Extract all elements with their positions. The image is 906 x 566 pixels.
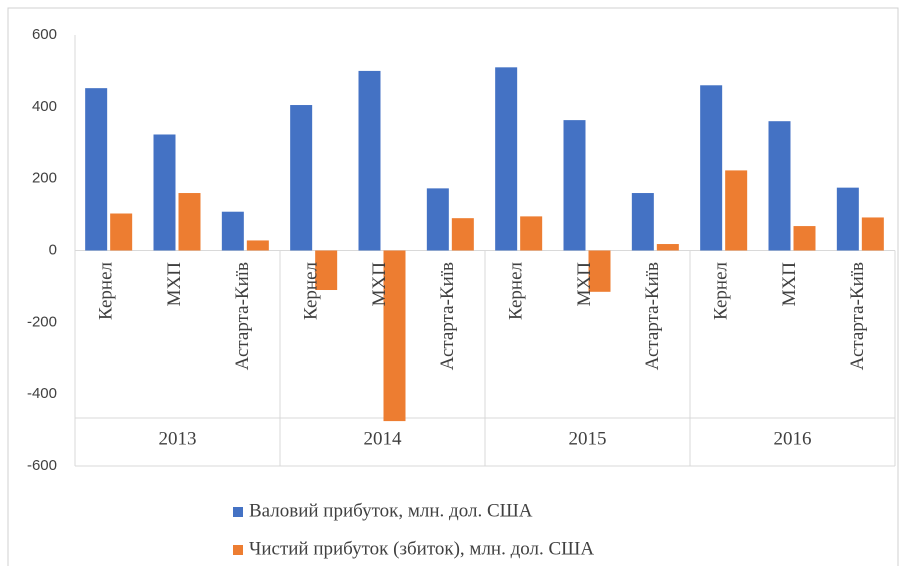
- bar: [383, 250, 406, 422]
- bar: [358, 70, 381, 251]
- group-label: 2013: [159, 428, 197, 449]
- bar: [246, 240, 269, 251]
- x-tick-label: Кернел: [96, 261, 117, 319]
- chart-frame: [7, 7, 899, 566]
- bar: [725, 170, 748, 251]
- bar: [495, 67, 518, 251]
- y-tick-label: -600: [27, 457, 57, 474]
- bar: [861, 217, 884, 251]
- bar: [631, 193, 654, 251]
- bar: [451, 218, 474, 251]
- bar: [85, 88, 108, 251]
- x-tick-label: Астарта-Київ: [437, 262, 458, 370]
- bar: [768, 121, 791, 251]
- legend-label: Чистий прибуток (збиток), млн. дол. США: [249, 538, 594, 559]
- group-label: 2014: [364, 428, 403, 449]
- group-label: 2016: [774, 428, 812, 449]
- x-tick-label: МХП: [779, 262, 800, 307]
- x-tick-label: Астарта-Київ: [232, 262, 253, 370]
- bar: [588, 250, 611, 292]
- bar: [836, 187, 859, 251]
- x-tick-label: МХП: [369, 262, 390, 307]
- x-tick-label: Кернел: [301, 261, 322, 319]
- y-tick-label: -400: [27, 385, 57, 402]
- bar: [221, 211, 244, 251]
- y-tick-label: 200: [32, 170, 57, 187]
- y-tick-label: 600: [32, 26, 57, 43]
- bar: [700, 85, 723, 251]
- bar: [563, 120, 586, 251]
- bar: [153, 134, 176, 251]
- legend-swatch: [233, 545, 243, 555]
- bar: [793, 226, 816, 251]
- y-tick-label: 0: [49, 241, 57, 258]
- x-tick-label: Астарта-Київ: [847, 262, 868, 370]
- x-tick-label: Астарта-Київ: [642, 262, 663, 370]
- bar: [290, 105, 313, 251]
- bar: [656, 244, 679, 251]
- bar: [426, 188, 449, 251]
- group-label: 2015: [569, 428, 607, 449]
- bar: [520, 216, 543, 251]
- x-tick-label: Кернел: [506, 261, 527, 319]
- y-tick-label: -200: [27, 313, 57, 330]
- bar: [178, 193, 201, 251]
- bar: [315, 250, 338, 291]
- x-tick-label: Кернел: [711, 261, 732, 319]
- legend-swatch: [233, 507, 243, 517]
- x-tick-label: МХП: [574, 262, 595, 307]
- x-tick-label: МХП: [164, 262, 185, 307]
- bar: [110, 213, 133, 251]
- legend-label: Валовий прибуток, млн. дол. США: [249, 500, 533, 521]
- y-tick-label: 400: [32, 98, 57, 115]
